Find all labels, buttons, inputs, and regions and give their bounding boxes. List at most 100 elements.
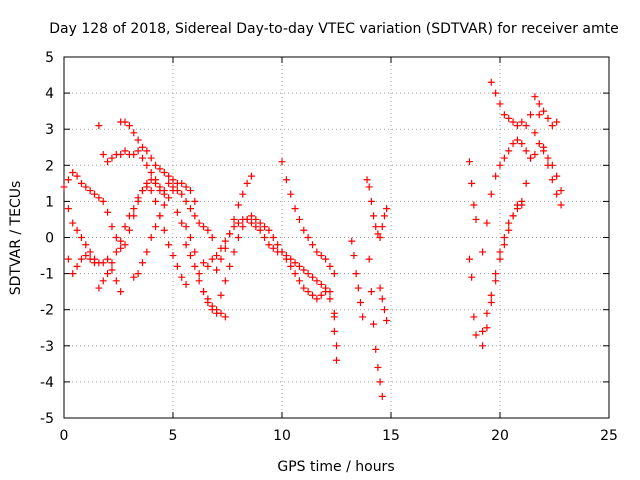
data-point [208,255,216,263]
data-point [548,122,556,130]
data-point [99,197,107,205]
data-point [295,277,303,285]
data-point [269,234,277,241]
data-point [130,205,138,213]
data-point [333,356,340,364]
data-point [73,262,81,270]
data-point [173,208,181,216]
data-point [465,158,473,166]
data-point [112,234,120,241]
data-point [243,179,251,187]
data-point [291,205,299,213]
data-point [317,280,325,288]
series-arc-m [348,237,367,321]
data-point [330,313,338,321]
data-point [322,255,330,263]
data-point [527,154,535,162]
y-tick-label: -1 [40,267,54,283]
data-point [112,248,120,256]
data-point [178,190,186,198]
data-point [104,270,112,278]
data-point [287,255,295,263]
data-point [234,234,242,241]
data-point [173,187,181,195]
data-point [95,194,103,202]
data-point [182,197,190,205]
data-point [470,201,478,209]
data-point [380,306,388,314]
data-point [531,93,539,101]
data-point [134,147,142,155]
data-point [513,205,521,213]
data-point [367,288,375,296]
data-point [300,266,308,274]
data-point [317,252,325,260]
data-point [138,187,146,195]
data-point [156,212,164,220]
data-point [261,234,269,241]
data-point [117,237,125,245]
data-point [208,234,216,241]
data-point [86,187,94,195]
data-point [160,226,168,234]
data-point [156,165,164,173]
data-point [330,327,338,335]
data-point [247,212,255,220]
data-point [213,266,221,274]
series-arc-q [465,158,480,223]
data-point [147,154,155,162]
data-point [152,161,160,169]
data-point [374,363,382,371]
data-point [544,161,552,169]
series-arc-o [365,255,386,400]
series-arc-j [213,172,255,274]
data-point [372,223,380,231]
data-point [483,219,491,227]
data-point [73,226,81,234]
data-point [505,114,513,122]
data-point [108,266,116,274]
series-arc-n [363,176,391,241]
y-tick-label: 2 [45,158,54,174]
x-tick-label: 15 [382,428,400,444]
data-point [247,219,255,227]
data-point [121,118,129,126]
data-point [217,291,225,299]
data-point [221,313,229,321]
data-point [200,288,208,296]
data-point [535,111,543,119]
y-axis-label: SDTVAR / TECUs [8,181,24,296]
data-point [152,176,160,184]
data-point [492,270,500,278]
data-point [527,111,535,119]
data-point [134,194,142,202]
series-arc-v [479,201,526,335]
data-point [472,215,480,223]
data-point [221,244,229,252]
data-point [380,212,388,220]
x-tick-label: 25 [600,428,618,444]
data-point [104,158,112,166]
data-point [186,252,194,260]
data-point [487,78,495,86]
data-point [256,226,264,234]
data-point [376,234,384,241]
data-point [313,277,321,285]
series-arc-c [64,252,99,278]
data-point [378,223,386,231]
y-tick-label: -2 [40,303,54,319]
data-point [513,136,521,144]
data-point [178,179,186,187]
data-point [309,241,317,249]
data-point [230,215,238,223]
data-point [91,259,99,267]
data-point [86,255,94,263]
data-point [540,107,548,115]
x-tick-label: 5 [169,428,178,444]
data-point [256,219,264,227]
data-point [200,259,208,267]
data-point [77,179,85,187]
data-point [191,248,199,256]
data-point [350,252,358,260]
